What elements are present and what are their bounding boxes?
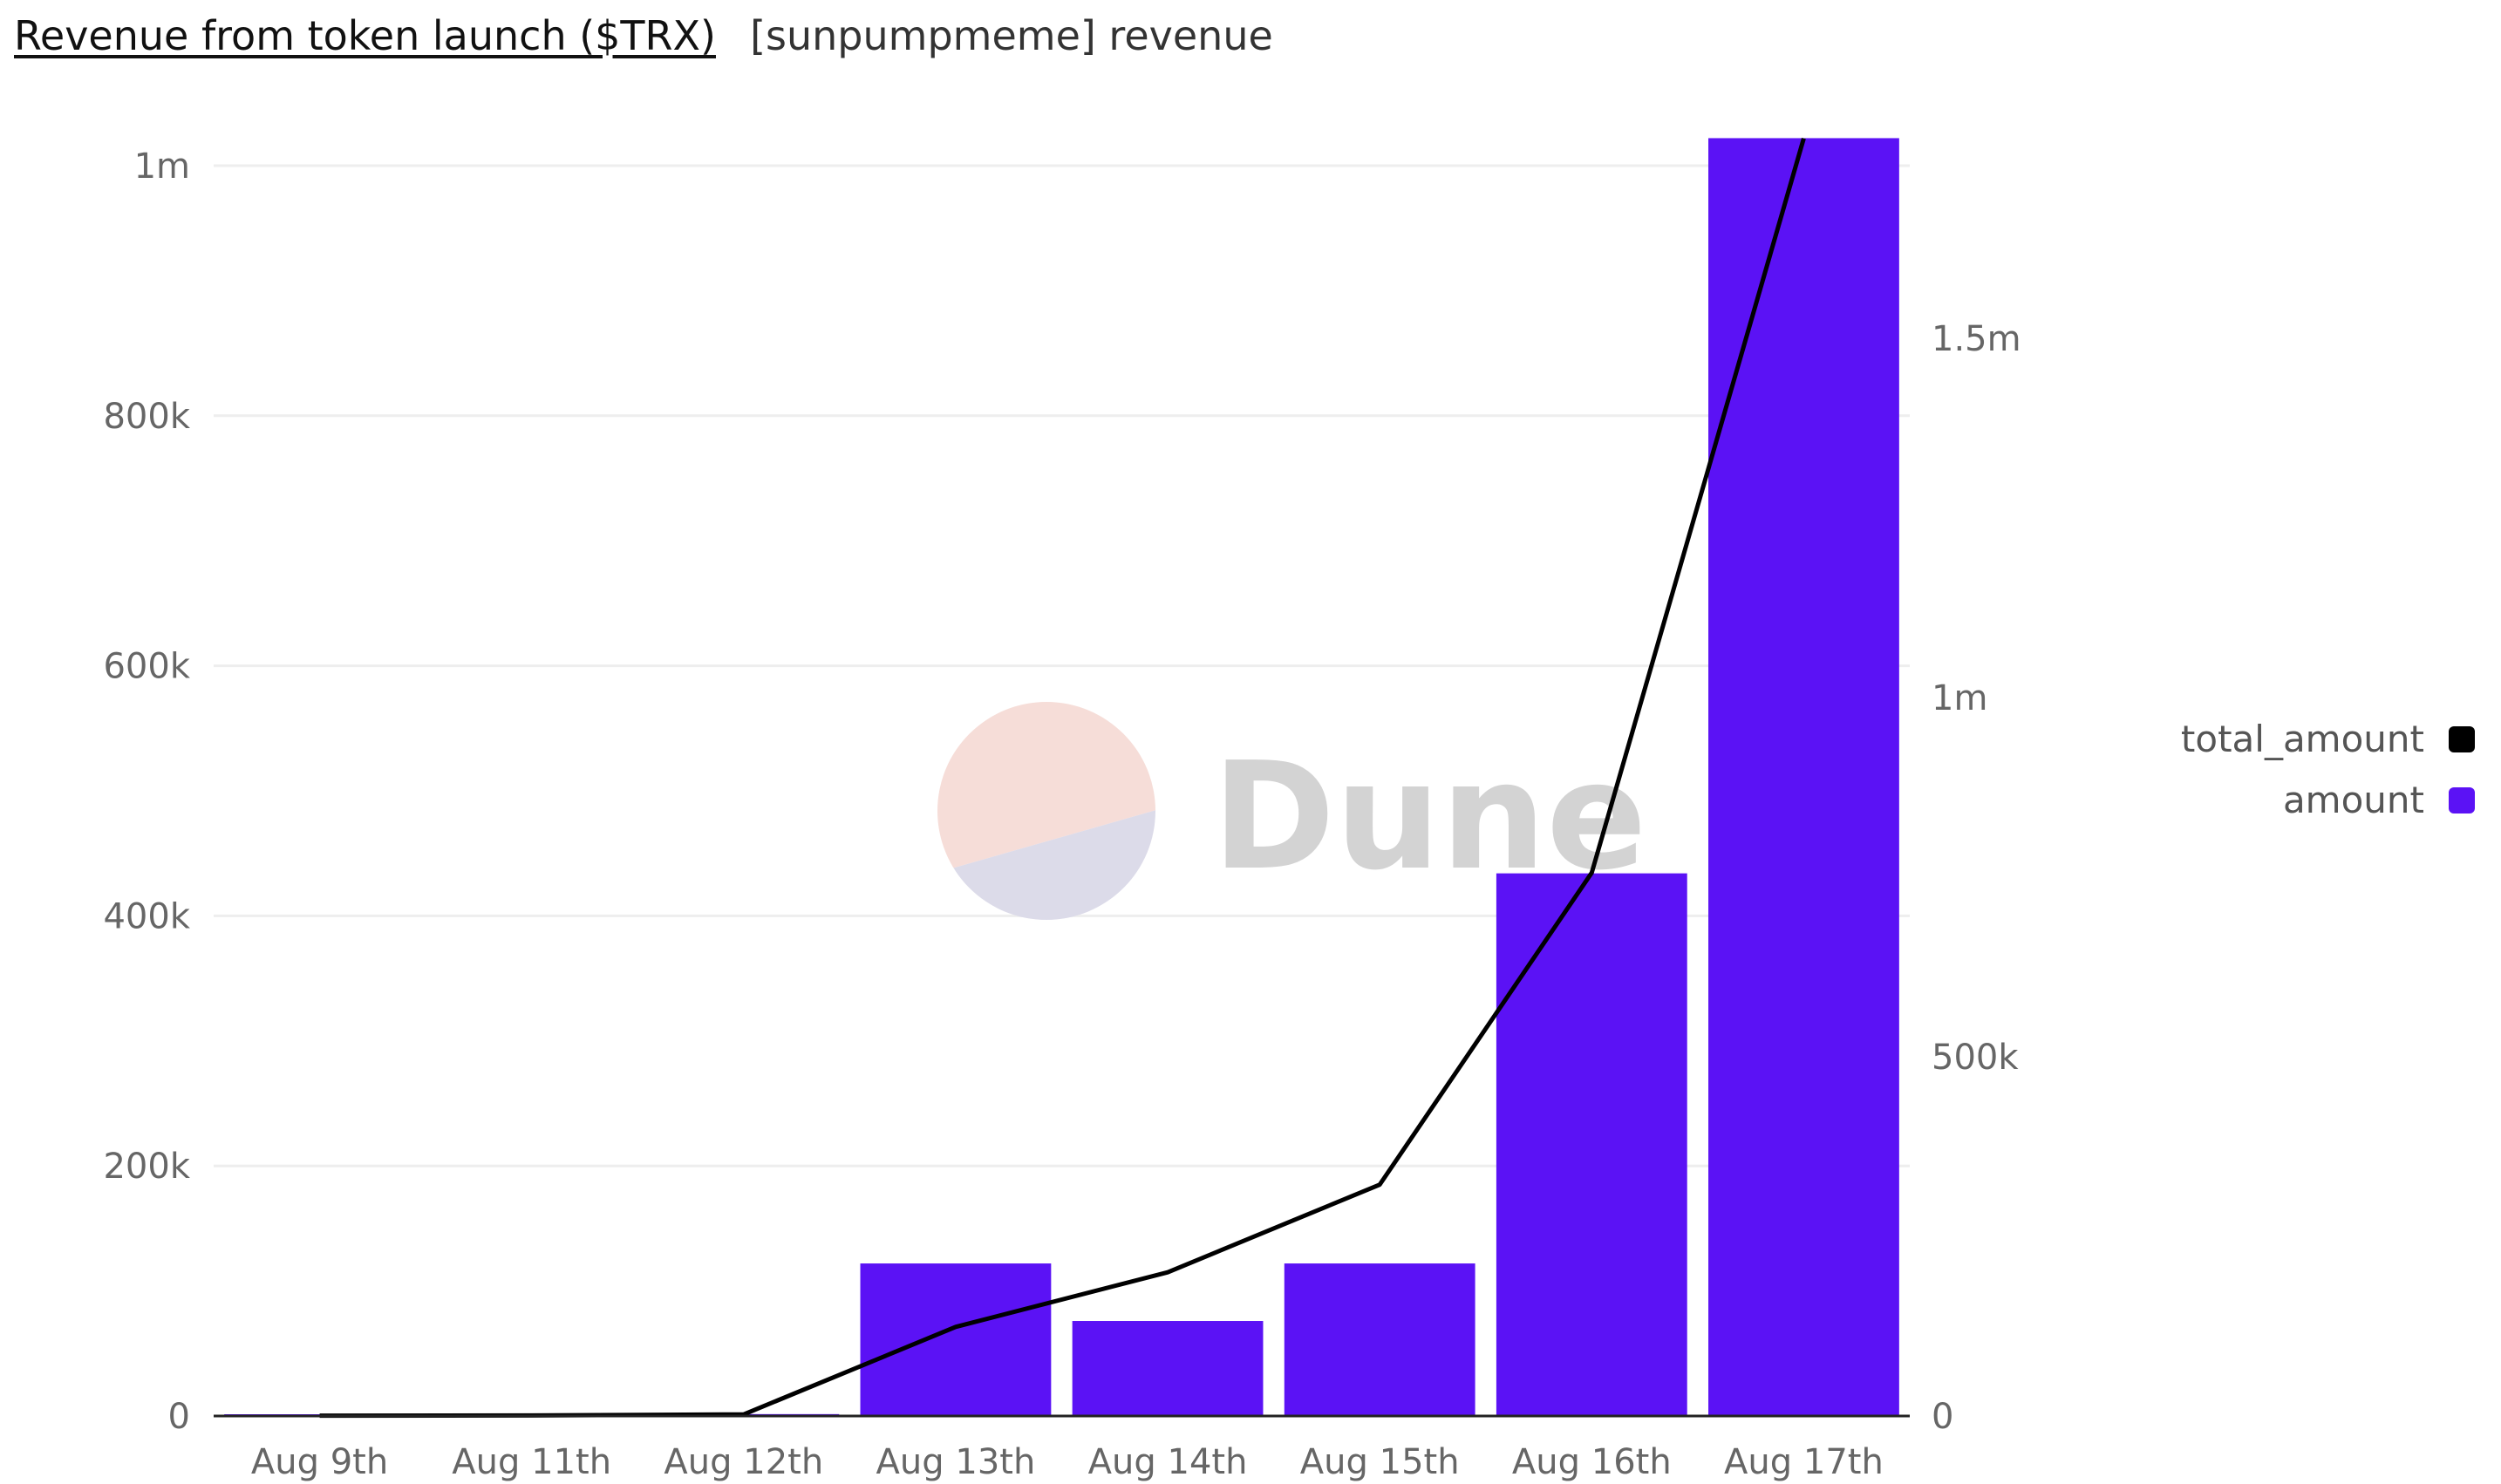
- right-tick-label: 0: [1932, 1397, 1953, 1437]
- chart-title-link[interactable]: Revenue from token launch ($TRX): [14, 12, 716, 59]
- right-tick-label: 500k: [1932, 1038, 2019, 1078]
- bar-aug-15th[interactable]: [1284, 1263, 1475, 1416]
- x-tick-label: Aug 9th: [251, 1442, 388, 1482]
- legend-swatch-total-amount[interactable]: [2449, 726, 2475, 752]
- bar-aug-14th[interactable]: [1072, 1321, 1264, 1416]
- chart-header: Revenue from token launch ($TRX) [sunpum…: [14, 12, 1273, 59]
- bar-aug-16th[interactable]: [1496, 873, 1687, 1416]
- left-tick-label: 0: [168, 1397, 190, 1437]
- legend-label-amount: amount: [2283, 779, 2424, 821]
- bar-aug-17th[interactable]: [1708, 138, 1899, 1416]
- bar-aug-13th[interactable]: [860, 1263, 1052, 1416]
- x-axis-ticks: Aug 9th Aug 11th Aug 12th Aug 13th Aug 14th A…: [251, 1442, 1884, 1482]
- left-tick-label: 600k: [103, 647, 190, 687]
- x-tick-label: Aug 11th: [452, 1442, 611, 1482]
- right-tick-label: 1m: [1932, 678, 1987, 718]
- left-tick-label: 800k: [103, 397, 190, 437]
- x-tick-label: Aug 12th: [664, 1442, 823, 1482]
- left-axis-ticks: 0 200k 400k 600k 800k 1m: [103, 146, 190, 1437]
- chart-subtitle: [sunpumpmeme] revenue: [750, 12, 1273, 59]
- x-tick-label: Aug 16th: [1512, 1442, 1672, 1482]
- left-tick-label: 1m: [134, 146, 190, 187]
- amount-bars: [224, 138, 1899, 1416]
- right-axis-ticks: 0 500k 1m 1.5m: [1932, 319, 2021, 1437]
- left-tick-label: 200k: [103, 1147, 190, 1187]
- right-tick-label: 1.5m: [1932, 319, 2021, 359]
- legend-swatch-amount[interactable]: [2449, 787, 2475, 813]
- x-tick-label: Aug 13th: [876, 1442, 1036, 1482]
- left-tick-label: 400k: [103, 896, 190, 936]
- x-tick-label: Aug 17th: [1724, 1442, 1884, 1482]
- x-tick-label: Aug 15th: [1300, 1442, 1460, 1482]
- x-tick-label: Aug 14th: [1088, 1442, 1248, 1482]
- legend-label-total-amount: total_amount: [2181, 718, 2424, 760]
